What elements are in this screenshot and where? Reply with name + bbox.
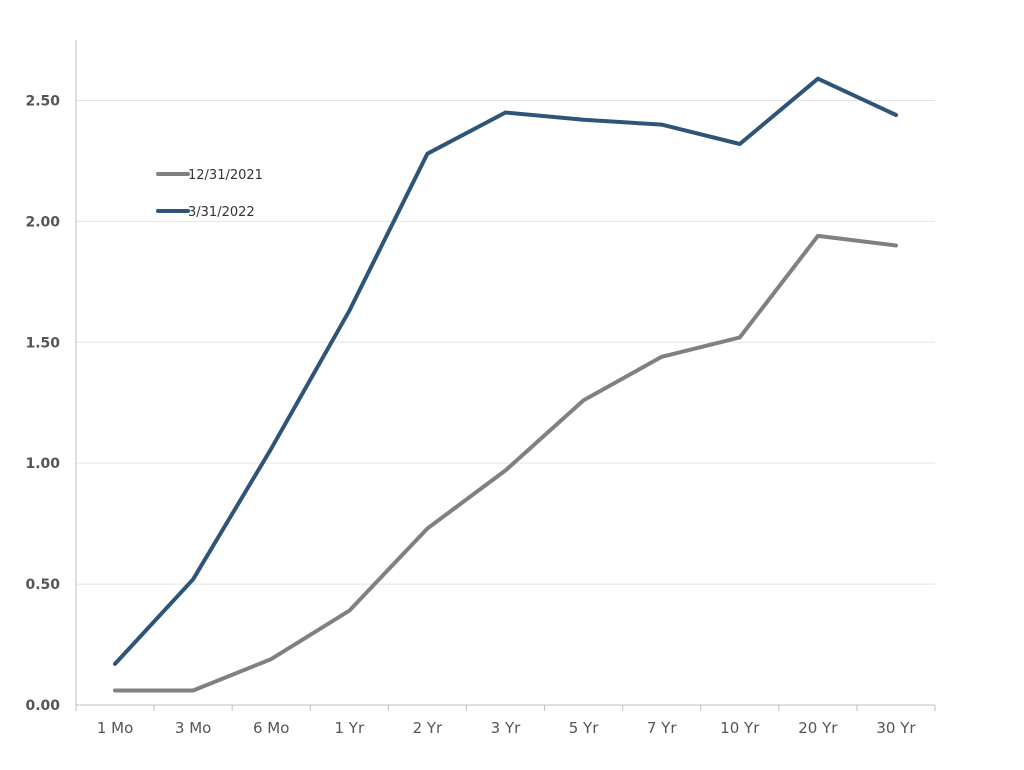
x-tick-label: 3 Mo [175, 719, 211, 737]
y-tick-label: 1.00 [25, 456, 60, 472]
y-tick-label: 0.00 [25, 698, 60, 714]
legend-label-12-31-2021: 12/31/2021 [188, 168, 263, 183]
legend: 12/31/2021 3/31/2022 [156, 168, 263, 220]
series-lines [113, 76, 898, 693]
x-tick-label: 3 Yr [491, 719, 521, 737]
x-tick-label: 1 Mo [97, 719, 133, 737]
legend-label-3-31-2022: 3/31/2022 [188, 205, 255, 220]
y-tick-label: 2.00 [25, 214, 60, 230]
y-tick-label: 2.50 [25, 93, 60, 109]
x-tick-label: 2 Yr [413, 719, 443, 737]
y-tick-labels: 0.00 0.50 1.00 1.50 2.00 2.50 [25, 93, 60, 714]
y-tick-label: 1.50 [25, 335, 60, 351]
x-tick-label: 1 Yr [334, 719, 364, 737]
gridlines [76, 99, 935, 585]
x-tick-label: 5 Yr [569, 719, 599, 737]
series-line-0 [113, 233, 898, 693]
x-tick-label: 10 Yr [720, 719, 760, 737]
x-tick-label: 7 Yr [647, 719, 677, 737]
x-tick-label: 6 Mo [253, 719, 289, 737]
x-tick-labels: 1 Mo 3 Mo 6 Mo 1 Yr 2 Yr 3 Yr 5 Yr 7 Yr 10 Yr 20 … [97, 719, 917, 737]
x-tick-label: 20 Yr [798, 719, 838, 737]
axes [75, 40, 936, 711]
x-tick-label: 30 Yr [876, 719, 916, 737]
y-tick-label: 0.50 [25, 577, 60, 593]
series-line-1 [113, 76, 898, 666]
